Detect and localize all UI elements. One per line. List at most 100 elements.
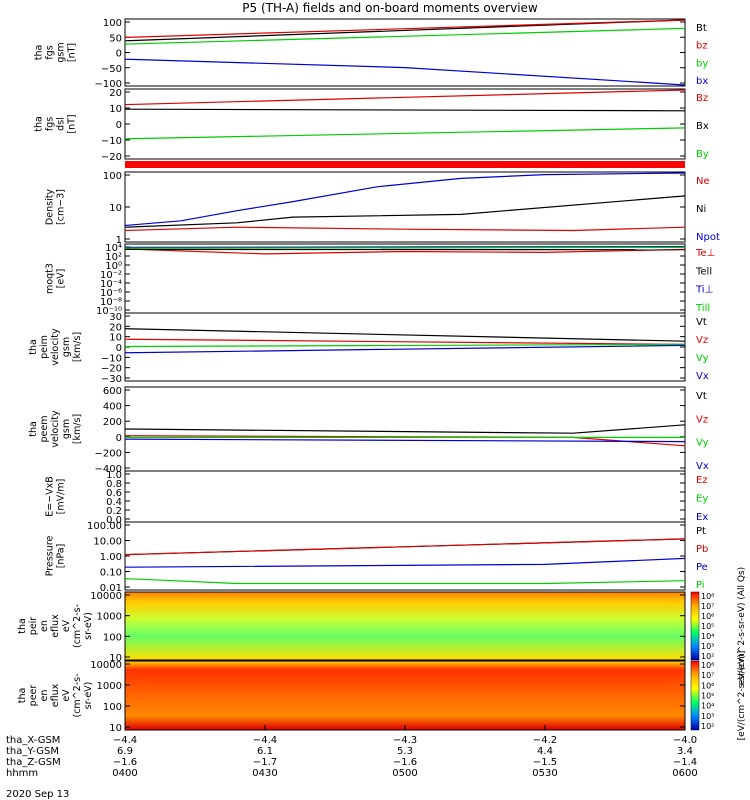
x-tick-label: −1.5: [533, 757, 557, 768]
y-axis-label: velocity: [50, 328, 61, 366]
y-tick-label: 1.0: [106, 470, 122, 481]
series-line-Pe: [124, 557, 686, 568]
series-line-bx: [124, 58, 686, 86]
y-tick-label: −10: [101, 353, 122, 364]
series-line-Pb: [124, 538, 686, 556]
panel-3: 100 10 1 Density [cm−3] Ne Ni Npot: [45, 171, 720, 246]
y-tick-label: 400: [103, 402, 122, 413]
y-tick-label: 20: [109, 322, 122, 333]
y-tick-label: 10: [109, 104, 122, 115]
panel-7: 1.00.80.60.40.20.0 E=−VxB [mV/m] Ez Ey Ex: [45, 470, 709, 526]
legend-label: Ne: [696, 176, 710, 187]
y-axis-label: [km/s]: [72, 332, 83, 362]
x-tick-label: 0500: [392, 768, 417, 779]
legend-label: Pt: [696, 526, 706, 537]
panel-frame: [124, 386, 686, 472]
y-axis-label: eflux: [50, 683, 61, 707]
legend-label: bz: [696, 41, 708, 52]
y-tick-label: −20: [101, 364, 122, 375]
y-tick-label: −50: [101, 64, 122, 75]
y-tick-label: 10: [109, 203, 122, 214]
y-tick-label: 10: [109, 653, 122, 664]
series-line-Ne: [124, 226, 686, 232]
y-tick-label: 100: [103, 171, 122, 182]
y-tick-label: −20: [101, 152, 122, 163]
series-line-Vt: [124, 424, 686, 434]
spectrogram: [125, 661, 685, 730]
series-line-Vz: [124, 338, 686, 345]
y-axis-label: gsm: [61, 419, 72, 439]
date-label: 2020 Sep 13: [6, 789, 69, 800]
x-tick-label: 0430: [252, 768, 277, 779]
colorbar-label: eV/(cm^2-s-sr-eV) (All Qs): [737, 567, 747, 685]
y-tick-label: 30: [109, 312, 122, 323]
y-axis-label: gsm: [56, 42, 67, 62]
x-tick-label: −1.7: [253, 757, 277, 768]
y-axis-label: gsm: [61, 337, 72, 357]
panel-frame: [124, 243, 686, 314]
colorbar-tick-label: 10³: [701, 642, 714, 651]
series-line-Till: [124, 246, 686, 249]
series-line-Te⊥: [124, 248, 686, 255]
series-line-Npot: [124, 172, 686, 227]
y-tick-label: 1000: [97, 612, 122, 623]
y-tick-label: 10⁻²: [100, 270, 122, 281]
legend-label: Bz: [696, 93, 708, 104]
legend-label: Vt: [696, 317, 707, 328]
colorbar-tick-label: 10⁴: [701, 632, 714, 641]
legend-label: Vx: [696, 461, 709, 472]
legend-label: Ni: [696, 204, 706, 215]
y-axis-label: tha: [17, 618, 28, 634]
y-axis-label: (cm^2-s-: [72, 674, 83, 718]
y-axis-label: en: [39, 620, 50, 632]
series-line-Ni: [124, 195, 686, 228]
y-axis-label: [km/s]: [72, 414, 83, 444]
y-tick-label: 1.00: [100, 552, 122, 563]
legend-label: Pb: [696, 544, 708, 555]
red-status-bar: [125, 161, 685, 168]
y-tick-label: 10⁻⁸: [100, 297, 122, 308]
y-tick-label: 0.8: [106, 479, 122, 490]
colorbar-tick-label: 10⁶: [701, 612, 714, 621]
y-tick-label: 600: [103, 386, 122, 397]
legend-label: Pi: [696, 580, 705, 591]
series-line-Vx: [124, 344, 686, 354]
legend-label: Ey: [696, 494, 708, 505]
x-tick-label: 4.4: [537, 746, 553, 757]
colorbar-tick-label: 10⁵: [701, 622, 714, 631]
legend-label: Vy: [696, 438, 709, 449]
y-axis-label: velocity: [50, 410, 61, 448]
y-tick-label: 10⁻⁶: [100, 288, 122, 299]
series-line-By: [124, 127, 686, 140]
series-line-Vt: [124, 328, 686, 342]
y-tick-label: 0.4: [106, 497, 122, 508]
series-line-Vx: [124, 438, 686, 443]
x-tick-label: 0530: [532, 768, 557, 779]
y-tick-label: 10000: [90, 591, 122, 602]
x-row-label: tha_Y-GSM: [6, 746, 59, 757]
x-row-label: tha_Z-GSM: [6, 757, 61, 768]
legend-label: Bt: [696, 23, 707, 34]
colorbar-tick-label: 10⁶: [701, 681, 714, 690]
panel-1: 20 10 0 −10 −20 tha fgs dsl [nT] Bz Bx By: [34, 88, 709, 163]
y-tick-label: −200: [95, 448, 122, 459]
y-axis-label: (cm^2-s-: [72, 604, 83, 648]
legend-label: Vz: [696, 414, 708, 425]
colorbar-tick-label: 10³: [701, 712, 714, 721]
y-tick-label: 0.10: [100, 568, 122, 579]
figure-title: P5 (TH-A) fields and on-board moments ov…: [242, 1, 538, 15]
y-axis-label: tha: [34, 116, 45, 132]
panel-frame: [124, 591, 686, 661]
legend-label: Bx: [696, 121, 709, 132]
y-tick-label: 0.01: [100, 583, 122, 594]
x-tick-label: 3.4: [677, 746, 693, 757]
legend-label: Ti⊥: [695, 285, 713, 296]
x-tick-label: 0400: [112, 768, 137, 779]
y-tick-label: 20: [109, 88, 122, 99]
panel-2: [125, 161, 685, 168]
